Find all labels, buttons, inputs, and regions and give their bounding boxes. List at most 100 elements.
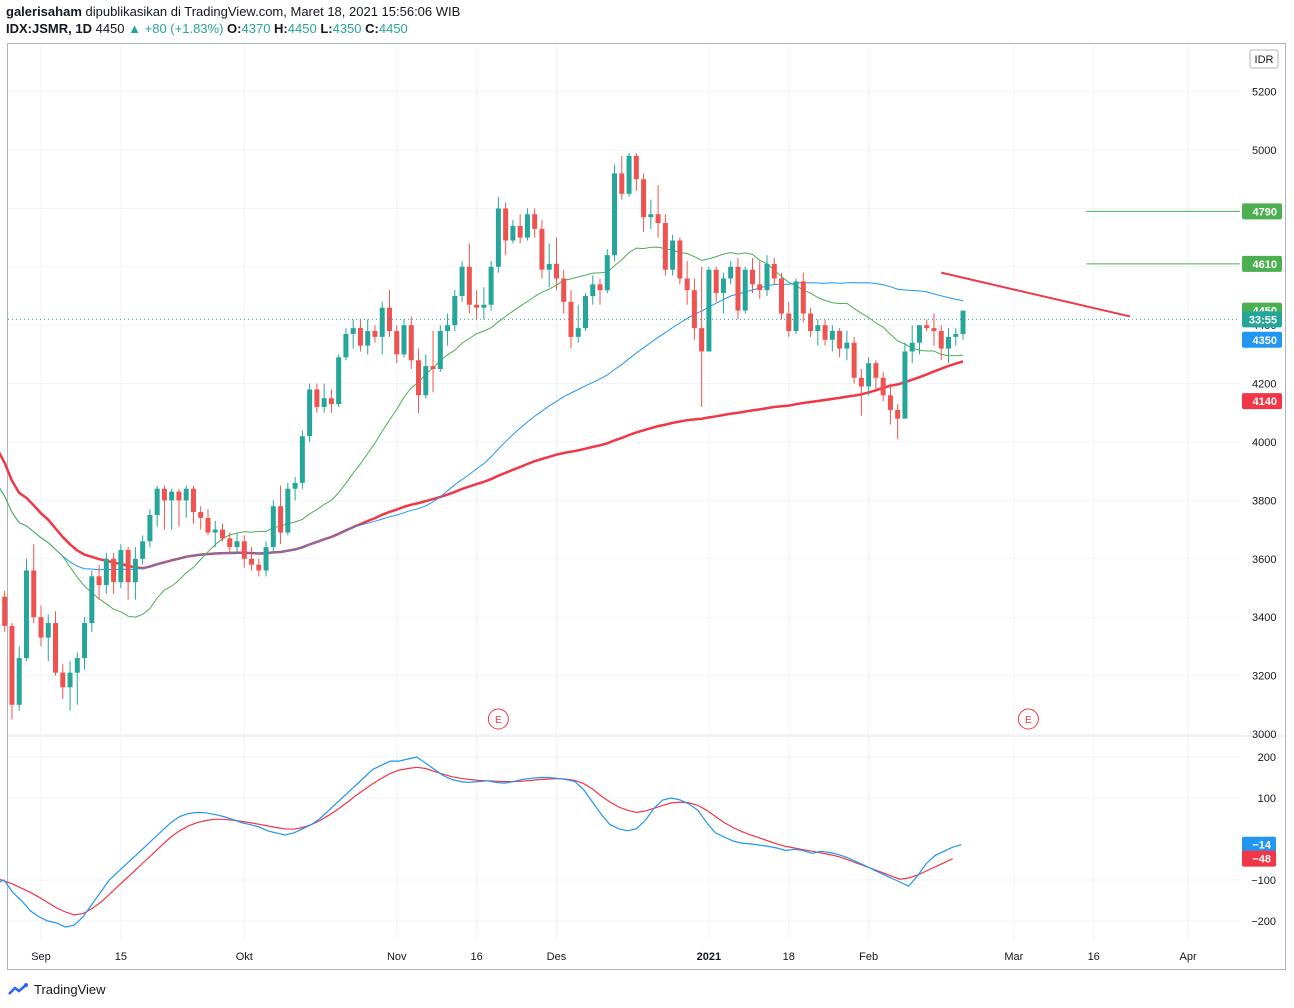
- candle-body: [742, 269, 748, 311]
- candle-body: [31, 570, 37, 618]
- candle-body: [633, 155, 639, 180]
- time-tick: Nov: [387, 951, 407, 963]
- candle: [873, 360, 879, 390]
- candle: [176, 488, 182, 527]
- close-value: 4450: [378, 21, 408, 36]
- candle-body: [670, 240, 676, 270]
- candle: [386, 290, 392, 337]
- price-badge: [1242, 331, 1282, 348]
- candle-body: [873, 363, 879, 378]
- candle: [82, 617, 88, 670]
- macd-badge-label: −14: [1252, 840, 1272, 852]
- ma-short-line: [0, 246, 964, 618]
- candle: [234, 532, 240, 553]
- candle: [132, 547, 138, 600]
- candle-body: [314, 389, 320, 407]
- candle: [118, 544, 124, 588]
- currency-button[interactable]: IDR: [1249, 49, 1279, 69]
- candle: [880, 371, 886, 402]
- candle: [53, 611, 59, 676]
- candle-body: [706, 269, 712, 352]
- price-badge: [1242, 311, 1282, 328]
- author-name[interactable]: galerisaham: [6, 4, 82, 19]
- candle-body: [23, 570, 29, 659]
- price-badge: [1242, 255, 1282, 272]
- time-axis: Sep 15 Okt Nov 16 Des 2021 18 Feb Mar 16 Apr: [31, 951, 1197, 963]
- candle-body: [169, 491, 175, 501]
- candle: [953, 328, 959, 346]
- candle: [728, 260, 734, 285]
- candle-body: [793, 281, 799, 332]
- candle-body: [154, 488, 160, 515]
- candle-body: [524, 214, 530, 238]
- candle: [365, 319, 371, 355]
- candle: [495, 196, 501, 273]
- time-tick: Okt: [236, 951, 253, 963]
- candle-body: [808, 313, 814, 332]
- candle-body: [9, 625, 15, 705]
- candle: [575, 304, 581, 343]
- candle: [154, 485, 160, 527]
- price-badge-label: 33:55: [1249, 314, 1277, 326]
- macd-tick: −100: [1251, 875, 1276, 887]
- candle-body: [183, 488, 189, 501]
- earnings-marker-label: E: [495, 715, 502, 726]
- currency-label: IDR: [1255, 54, 1274, 66]
- candle-body: [198, 512, 204, 518]
- candle: [67, 661, 73, 711]
- high-label: H:: [274, 21, 288, 36]
- candle-body: [553, 263, 559, 279]
- candle-body: [416, 360, 422, 396]
- candle-body: [641, 179, 647, 218]
- candle: [946, 328, 951, 364]
- candle: [684, 260, 690, 305]
- candle-body: [227, 538, 233, 548]
- candle-body: [474, 304, 480, 308]
- candle-body: [220, 529, 225, 539]
- time-tick: 16: [470, 951, 482, 963]
- candle-body: [931, 328, 937, 332]
- candle: [445, 313, 451, 346]
- candle-body: [539, 228, 545, 270]
- candle: [328, 389, 334, 413]
- tradingview-logo-icon: [8, 983, 30, 996]
- candle: [916, 325, 922, 355]
- ma-mid-line: [0, 282, 964, 571]
- candle-body: [938, 331, 944, 349]
- candle: [474, 290, 480, 320]
- candle: [205, 509, 211, 536]
- open-value: 4370: [241, 21, 271, 36]
- candle-body: [292, 482, 298, 489]
- candle-body: [503, 208, 509, 241]
- candle: [263, 541, 269, 577]
- candle-body: [757, 284, 763, 291]
- candle: [190, 485, 196, 524]
- price-badge-label: 4350: [1253, 335, 1277, 347]
- candle: [735, 258, 741, 320]
- low-label: L:: [320, 21, 333, 36]
- candle-body: [728, 266, 734, 279]
- candle-body: [546, 263, 552, 270]
- candle-body: [822, 325, 828, 340]
- time-tick: 2021: [697, 951, 721, 963]
- candle: [270, 500, 276, 553]
- candle-body: [285, 488, 291, 533]
- candle: [713, 266, 719, 302]
- candle: [394, 325, 400, 364]
- candle-body: [866, 363, 872, 387]
- chart-frame[interactable]: [7, 43, 1286, 970]
- tradingview-footer[interactable]: TradingView: [8, 982, 106, 997]
- candle-body: [437, 331, 443, 369]
- candle: [553, 237, 559, 291]
- candle: [909, 325, 915, 364]
- candle-body: [466, 266, 472, 305]
- candle: [902, 342, 908, 419]
- candle-body: [53, 623, 59, 673]
- candle: [568, 290, 574, 349]
- candle: [89, 570, 95, 632]
- candle: [125, 547, 131, 600]
- macd-pane: [0, 756, 962, 928]
- candle: [503, 202, 509, 256]
- price-badge-label: 4790: [1253, 206, 1277, 218]
